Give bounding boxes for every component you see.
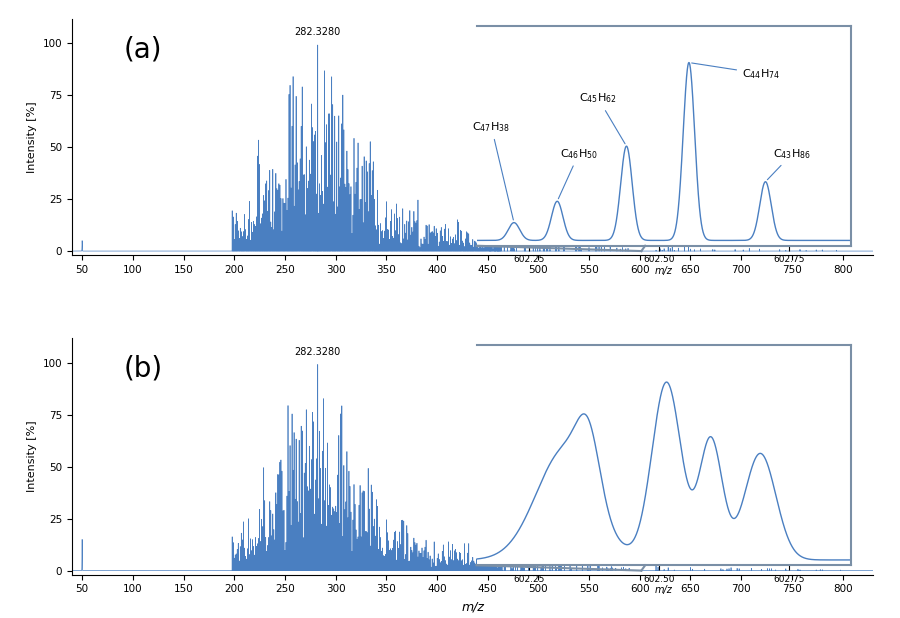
Text: (a): (a) bbox=[124, 35, 163, 63]
X-axis label: m/z: m/z bbox=[461, 600, 484, 613]
Text: 282.3280: 282.3280 bbox=[294, 347, 341, 357]
Text: (b): (b) bbox=[124, 355, 163, 383]
Text: 282.3280: 282.3280 bbox=[294, 27, 341, 37]
Y-axis label: Intensity [%]: Intensity [%] bbox=[27, 421, 37, 492]
Y-axis label: Intensity [%]: Intensity [%] bbox=[27, 101, 37, 172]
